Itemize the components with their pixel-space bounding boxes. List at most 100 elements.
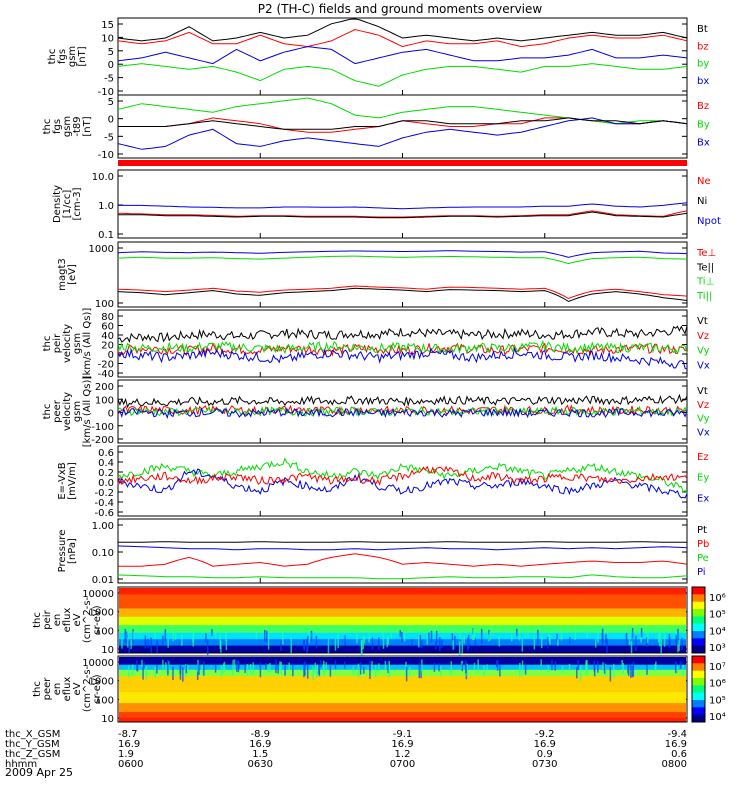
y-axis-label: en <box>52 683 63 696</box>
spectrogram-stripe <box>474 637 477 646</box>
colorbar-segment <box>692 645 705 654</box>
spectrogram-stripe <box>657 628 660 643</box>
spectrogram-stripe <box>185 665 188 674</box>
spectrogram-stripe <box>246 664 249 676</box>
spectrogram-stripe <box>604 663 607 677</box>
y-tick-label: 0.1 <box>98 230 114 241</box>
legend-entry: Pe <box>697 553 709 564</box>
series-line-Ez <box>117 465 688 486</box>
spectrogram-band <box>119 588 686 595</box>
y-tick-label: 0 <box>108 115 114 126</box>
spectrogram-stripe <box>267 634 270 650</box>
spectrogram-stripe <box>121 637 123 649</box>
colorbar-tick-label: 10⁷ <box>709 662 726 673</box>
spectrogram-stripe <box>676 665 679 673</box>
spectrogram-stripe <box>201 664 203 675</box>
colorbar-segment <box>692 700 705 708</box>
spectrogram-stripe <box>487 634 490 642</box>
spectrogram-stripe <box>438 663 440 672</box>
y-tick-label: 0.2 <box>98 468 114 479</box>
spectrogram-stripe <box>219 633 221 649</box>
spectrogram-stripe <box>277 664 279 674</box>
spectrogram-stripe <box>593 665 596 677</box>
y-axis-label: (cm^2-s- <box>82 596 93 643</box>
spectrogram-stripe <box>556 633 558 642</box>
spectrogram-stripe <box>524 663 527 675</box>
spectrogram-stripe <box>602 637 604 646</box>
y-tick-label: -10 <box>98 87 114 98</box>
spectrogram-stripe <box>386 638 389 648</box>
colorbar-segment <box>692 609 705 617</box>
spectrogram-stripe <box>640 635 642 643</box>
colorbar-tick-label: 10⁵ <box>709 610 726 621</box>
spectrogram-stripe <box>540 659 542 666</box>
spectrogram-stripe <box>304 661 306 676</box>
spectrogram-stripe <box>282 632 284 645</box>
spectrogram-stripe <box>613 663 615 679</box>
y-axis-label: sr-eV) <box>92 605 103 634</box>
spectrogram-stripe <box>405 666 408 682</box>
spectrogram-stripe <box>420 664 422 679</box>
y-tick-label: -0.4 <box>94 498 114 509</box>
y-axis-label: peir <box>52 333 63 353</box>
spectrogram-stripe <box>473 662 476 671</box>
spectrogram-stripe <box>143 662 145 669</box>
spectrogram-stripe <box>320 660 322 668</box>
spectrogram-stripe <box>154 666 156 678</box>
spectrogram-stripe <box>411 639 413 647</box>
spectrogram-band <box>119 717 686 722</box>
spectrogram-stripe <box>440 665 442 677</box>
spectrogram-stripe <box>156 639 159 653</box>
spectrogram-stripe <box>675 635 677 646</box>
x-tick-value: 16.9 <box>249 739 271 750</box>
legend-entry: Bz <box>697 101 709 112</box>
spectrogram-stripe <box>198 662 200 675</box>
spectrogram-stripe <box>264 629 266 642</box>
spectrogram-stripe <box>233 659 236 670</box>
spectrogram-stripe <box>280 661 282 675</box>
y-axis-label: [1/cc] <box>62 190 73 219</box>
spectrogram-band <box>119 616 686 626</box>
spectrogram-stripe <box>678 639 680 652</box>
spectrogram-stripe <box>147 639 149 649</box>
y-tick-label: 0.01 <box>92 575 114 586</box>
y-axis-label: velocity <box>62 392 73 431</box>
spectrogram-stripe <box>421 640 423 649</box>
spectrogram-stripe <box>236 660 238 672</box>
spectrogram-stripe <box>682 664 684 677</box>
series-line-Vt <box>117 325 688 344</box>
spectrogram-stripe <box>136 660 138 671</box>
series-line-Pb <box>118 553 688 567</box>
y-tick-label: 0 <box>108 350 114 361</box>
y-tick-label: 1000 <box>89 608 114 619</box>
spectrogram-stripe <box>214 663 217 673</box>
colorbar-tick-label: 10⁶ <box>709 679 726 690</box>
y-axis-label: fgs <box>57 49 68 64</box>
spectrogram-stripe <box>603 663 606 674</box>
legend-entry: Bt <box>697 24 708 35</box>
panel-frame <box>117 17 688 96</box>
spectrogram-stripe <box>435 630 438 645</box>
spectrogram-stripe <box>382 633 385 649</box>
spectrogram-stripe <box>419 635 422 648</box>
spectrogram-stripe <box>303 639 305 650</box>
spectrogram-stripe <box>154 632 156 640</box>
y-tick-label: 100 <box>95 626 114 637</box>
y-tick-label: 80 <box>101 312 114 323</box>
legend-entry: Pi <box>697 567 706 578</box>
panel-frame <box>117 169 688 239</box>
spectrogram-stripe <box>495 660 498 668</box>
y-axis-label: velocity <box>62 324 73 363</box>
spectrogram-stripe <box>496 659 499 671</box>
spectrogram-stripe <box>399 630 402 637</box>
spectrogram-stripe <box>516 628 518 637</box>
legend-entry: Vx <box>697 360 710 371</box>
spectrogram-stripe <box>362 635 364 650</box>
colorbar-tick-label: 10⁵ <box>709 695 726 706</box>
legend-entry: Ti⊥ <box>696 277 714 288</box>
series-line-by <box>117 63 688 87</box>
y-axis-label: fgs <box>52 119 63 134</box>
spectrogram-stripe <box>561 665 564 674</box>
y-tick-label: 1.0 <box>98 201 114 212</box>
y-tick-label: 0.6 <box>98 448 114 459</box>
